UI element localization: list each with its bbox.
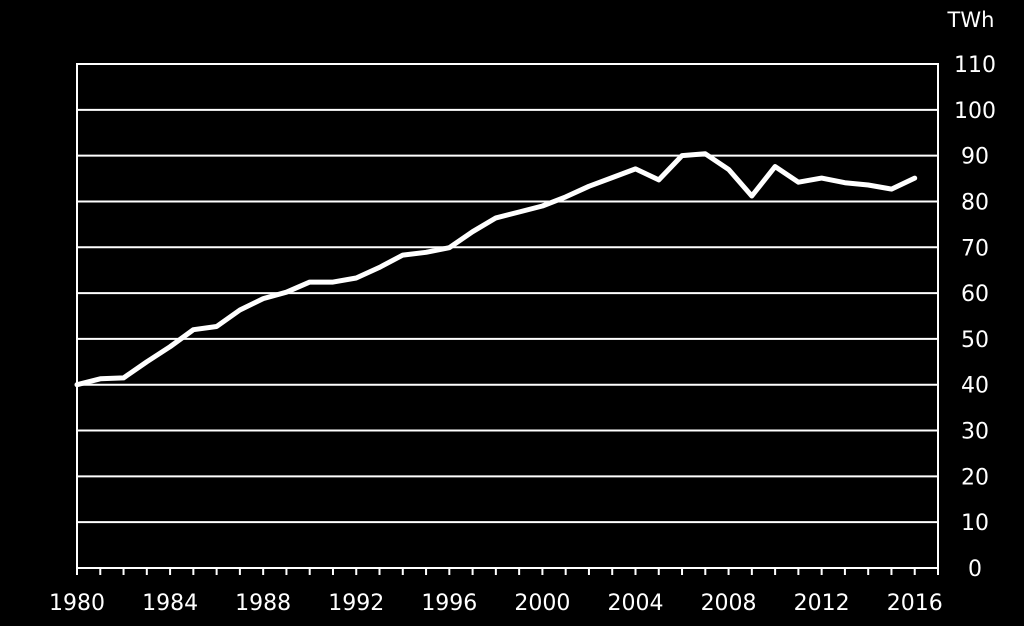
y-tick-label: 70 [961,236,989,261]
x-tick-label: 2016 [887,591,943,616]
x-tick-label: 1988 [235,591,291,616]
y-tick-label: 80 [961,190,989,215]
x-tick-label: 2008 [701,591,757,616]
y-tick-label: 50 [961,328,989,353]
y-tick-label: 40 [961,374,989,399]
y-tick-label: 30 [961,420,989,445]
x-tick-label: 1996 [421,591,477,616]
x-tick-label: 2012 [794,591,850,616]
y-tick-label: 90 [961,145,989,170]
y-tick-label: 100 [954,99,996,124]
y-tick-label: 110 [954,53,996,78]
x-tick-label: 2000 [514,591,570,616]
plot-frame [76,63,939,569]
grid-lines [77,108,938,524]
x-tick-label: 2004 [607,591,663,616]
x-tick-label: 1992 [328,591,384,616]
y-tick-label: 60 [961,282,989,307]
y-tick-label: 10 [961,511,989,536]
y-tick-label: 0 [968,557,982,582]
y-tick-label: 20 [961,465,989,490]
y-axis-tick-labels: 0 10 20 30 40 50 60 70 80 90 100 110 [954,53,996,582]
series-line [74,151,918,388]
x-tick-label: 1984 [142,591,198,616]
x-axis-tick-labels: 1980 1984 1988 1992 1996 2000 2004 2008 2012 2016 [49,591,943,616]
x-tick-label: 1980 [49,591,105,616]
x-axis-ticks [76,568,939,575]
y-axis-unit-label: TWh [947,8,995,32]
